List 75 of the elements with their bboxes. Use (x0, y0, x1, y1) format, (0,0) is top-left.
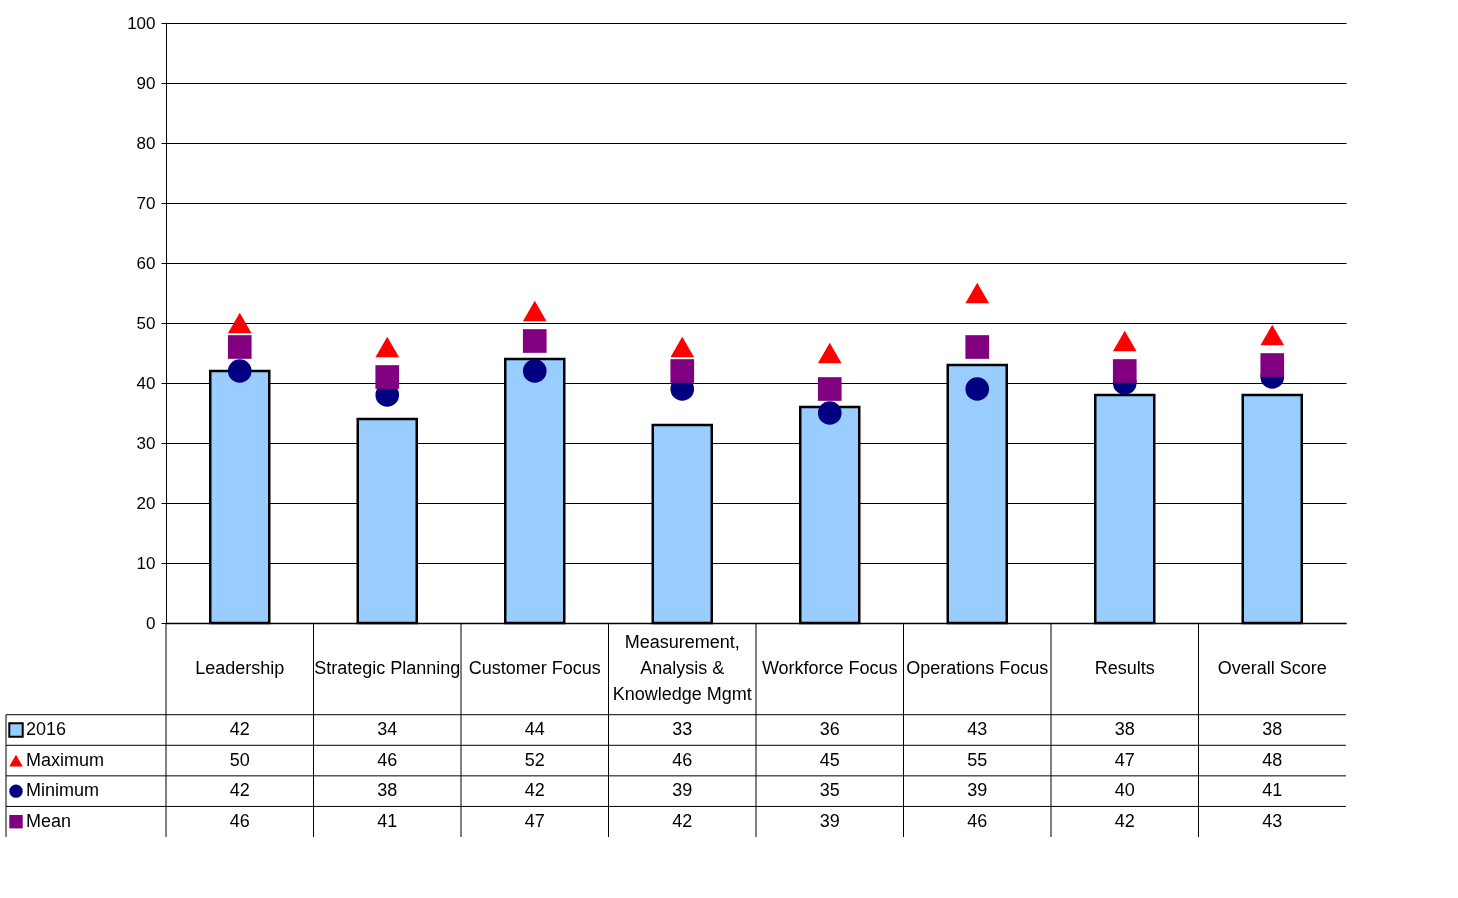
data-label: 42 (229, 719, 250, 739)
data-label: 46 (672, 749, 693, 770)
data-label: 45 (819, 749, 840, 770)
legend-label: Maximum (26, 749, 105, 770)
data-label: 42 (672, 810, 693, 831)
point (670, 359, 695, 383)
point (1260, 324, 1285, 346)
point (375, 365, 400, 389)
legend-label: 2016 (26, 719, 67, 739)
point (227, 312, 252, 334)
point (965, 377, 990, 401)
data-label: 40 (1114, 780, 1135, 801)
point (227, 359, 252, 383)
point (1112, 330, 1137, 352)
x-tick-label: Customer Focus (468, 657, 601, 678)
data-label: 38 (1262, 719, 1283, 739)
legend-label: Mean (26, 810, 72, 831)
y-tick-label: 60 (136, 253, 156, 273)
data-label: 41 (1262, 780, 1283, 801)
x-tick-label: Results (1094, 657, 1155, 678)
y-tick-label: 50 (136, 313, 156, 333)
data-label: 46 (967, 810, 988, 831)
data-label: 42 (1114, 810, 1135, 831)
legend-label: Minimum (26, 780, 100, 801)
data-label: 33 (672, 719, 693, 739)
point (817, 342, 842, 364)
point (227, 335, 252, 359)
point (965, 335, 990, 359)
point (522, 300, 547, 322)
point (1112, 359, 1137, 383)
y-tick-label: 30 (136, 433, 156, 453)
point (817, 377, 842, 401)
data-label: 39 (672, 780, 693, 801)
point (522, 359, 547, 383)
y-tick-label: 70 (136, 193, 156, 213)
data-label: 36 (819, 719, 840, 739)
data-label: 55 (967, 749, 988, 770)
point (817, 401, 842, 425)
x-tick-label: Strategic Planning (314, 657, 461, 678)
data-label: 47 (1114, 749, 1135, 770)
data-label: 42 (524, 780, 545, 801)
data-label: 35 (819, 780, 840, 801)
data-label: 41 (377, 810, 398, 831)
x-tick-label: Overall Score (1217, 657, 1327, 678)
data-label: 43 (1262, 810, 1283, 831)
data-label: 47 (524, 810, 545, 831)
point (522, 329, 547, 353)
point (1260, 353, 1285, 377)
x-tick-label: Leadership (195, 657, 285, 678)
y-tick-label: 80 (136, 133, 156, 153)
point (965, 282, 990, 304)
y-tick-label: 40 (136, 373, 156, 393)
point (375, 336, 400, 358)
data-label: 39 (967, 780, 988, 801)
data-label: 44 (524, 719, 545, 739)
point (670, 336, 695, 358)
y-tick-label: 0 (146, 613, 156, 633)
data-label: 42 (229, 780, 250, 801)
y-tick-label: 20 (136, 493, 156, 513)
data-label: 46 (229, 810, 250, 831)
data-label: 50 (229, 749, 250, 770)
data-label: 48 (1262, 749, 1283, 770)
y-tick-label: 10 (136, 553, 156, 573)
data-label: 39 (819, 810, 840, 831)
data-label: 38 (377, 780, 398, 801)
data-label: 52 (524, 749, 545, 770)
data-label: 43 (967, 719, 988, 739)
x-tick-label: Workforce Focus (761, 657, 898, 678)
data-label: 34 (377, 719, 398, 739)
y-tick-label: 90 (136, 73, 156, 93)
data-label: 38 (1114, 719, 1135, 739)
x-tick-label: Operations Focus (906, 657, 1049, 678)
y-tick-label: 100 (127, 13, 156, 33)
x-tick-label: Measurement, Analysis & Knowledge Mgmt (612, 631, 752, 704)
data-label: 46 (377, 749, 398, 770)
